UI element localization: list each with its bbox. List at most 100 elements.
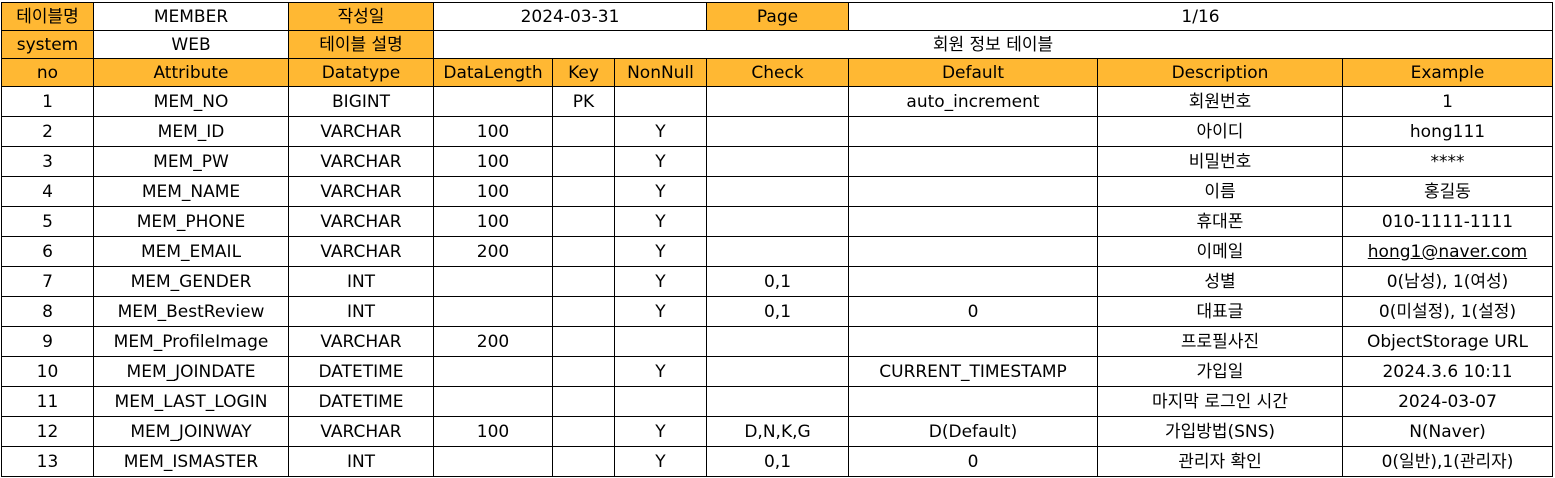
cell-check[interactable] <box>706 176 849 207</box>
cell-example[interactable]: 0(남성), 1(여성) <box>1342 266 1553 297</box>
cell-no[interactable]: 9 <box>1 326 94 357</box>
cell-datatype[interactable]: VARCHAR <box>288 236 434 267</box>
cell-example[interactable]: hong1@naver.com <box>1342 236 1553 267</box>
cell-attribute[interactable]: MEM_JOINDATE <box>93 356 289 387</box>
cell-nonnull[interactable]: Y <box>614 116 707 147</box>
cell-default[interactable]: 0 <box>848 296 1098 327</box>
table-desc-value[interactable]: 회원 정보 테이블 <box>433 30 1553 59</box>
page-value[interactable]: 1/16 <box>848 2 1553 31</box>
cell-datalength[interactable]: 100 <box>433 416 553 447</box>
cell-datatype[interactable]: VARCHAR <box>288 326 434 357</box>
cell-example[interactable]: 1 <box>1342 86 1553 117</box>
cell-nonnull[interactable]: Y <box>614 236 707 267</box>
cell-example[interactable]: 0(미설정), 1(설정) <box>1342 296 1553 327</box>
cell-check[interactable] <box>706 206 849 237</box>
cell-key[interactable] <box>552 176 615 207</box>
table-name-label[interactable]: 테이블명 <box>1 2 94 31</box>
cell-check[interactable] <box>706 356 849 387</box>
cell-datatype[interactable]: VARCHAR <box>288 146 434 177</box>
cell-attribute[interactable]: MEM_BestReview <box>93 296 289 327</box>
cell-description[interactable]: 휴대폰 <box>1097 206 1343 237</box>
cell-no[interactable]: 4 <box>1 176 94 207</box>
cell-description[interactable]: 이름 <box>1097 176 1343 207</box>
cell-no[interactable]: 13 <box>1 446 94 477</box>
cell-no[interactable]: 3 <box>1 146 94 177</box>
cell-datalength[interactable]: 200 <box>433 236 553 267</box>
cell-attribute[interactable]: MEM_NO <box>93 86 289 117</box>
cell-datatype[interactable]: INT <box>288 266 434 297</box>
cell-default[interactable]: CURRENT_TIMESTAMP <box>848 356 1098 387</box>
cell-description[interactable]: 대표글 <box>1097 296 1343 327</box>
cell-default[interactable] <box>848 206 1098 237</box>
cell-attribute[interactable]: MEM_GENDER <box>93 266 289 297</box>
cell-attribute[interactable]: MEM_LAST_LOGIN <box>93 386 289 417</box>
page-label[interactable]: Page <box>706 2 849 31</box>
cell-description[interactable]: 프로필사진 <box>1097 326 1343 357</box>
cell-default[interactable] <box>848 146 1098 177</box>
cell-key[interactable] <box>552 146 615 177</box>
cell-no[interactable]: 11 <box>1 386 94 417</box>
cell-key[interactable] <box>552 446 615 477</box>
created-value[interactable]: 2024-03-31 <box>433 2 707 31</box>
cell-nonnull[interactable]: Y <box>614 206 707 237</box>
cell-no[interactable]: 1 <box>1 86 94 117</box>
col-header-example[interactable]: Example <box>1342 58 1553 87</box>
col-header-check[interactable]: Check <box>706 58 849 87</box>
cell-datalength[interactable] <box>433 386 553 417</box>
cell-attribute[interactable]: MEM_NAME <box>93 176 289 207</box>
cell-attribute[interactable]: MEM_ID <box>93 116 289 147</box>
cell-datatype[interactable]: VARCHAR <box>288 416 434 447</box>
cell-nonnull[interactable]: Y <box>614 176 707 207</box>
cell-example[interactable]: 2024-03-07 <box>1342 386 1553 417</box>
col-header-datalength[interactable]: DataLength <box>433 58 553 87</box>
cell-datalength[interactable]: 100 <box>433 146 553 177</box>
cell-datalength[interactable]: 200 <box>433 326 553 357</box>
cell-example[interactable]: hong111 <box>1342 116 1553 147</box>
cell-description[interactable]: 가입방법(SNS) <box>1097 416 1343 447</box>
cell-datatype[interactable]: VARCHAR <box>288 206 434 237</box>
cell-check[interactable]: 0,1 <box>706 446 849 477</box>
cell-datatype[interactable]: DATETIME <box>288 356 434 387</box>
cell-attribute[interactable]: MEM_ProfileImage <box>93 326 289 357</box>
cell-description[interactable]: 관리자 확인 <box>1097 446 1343 477</box>
cell-default[interactable] <box>848 116 1098 147</box>
cell-nonnull[interactable]: Y <box>614 356 707 387</box>
cell-datalength[interactable]: 100 <box>433 176 553 207</box>
cell-attribute[interactable]: MEM_ISMASTER <box>93 446 289 477</box>
cell-check[interactable] <box>706 146 849 177</box>
cell-attribute[interactable]: MEM_EMAIL <box>93 236 289 267</box>
cell-example[interactable]: 홍길동 <box>1342 176 1553 207</box>
cell-nonnull[interactable]: Y <box>614 266 707 297</box>
cell-nonnull[interactable] <box>614 386 707 417</box>
cell-key[interactable] <box>552 116 615 147</box>
cell-check[interactable] <box>706 86 849 117</box>
cell-check[interactable] <box>706 326 849 357</box>
cell-example[interactable]: **** <box>1342 146 1553 177</box>
col-header-no[interactable]: no <box>1 58 94 87</box>
cell-check[interactable] <box>706 116 849 147</box>
cell-attribute[interactable]: MEM_PW <box>93 146 289 177</box>
cell-check[interactable]: D,N,K,G <box>706 416 849 447</box>
col-header-datatype[interactable]: Datatype <box>288 58 434 87</box>
cell-datalength[interactable] <box>433 356 553 387</box>
col-header-default[interactable]: Default <box>848 58 1098 87</box>
system-label[interactable]: system <box>1 30 94 59</box>
cell-key[interactable] <box>552 356 615 387</box>
cell-no[interactable]: 5 <box>1 206 94 237</box>
cell-key[interactable] <box>552 266 615 297</box>
cell-nonnull[interactable]: Y <box>614 296 707 327</box>
cell-default[interactable]: D(Default) <box>848 416 1098 447</box>
cell-default[interactable] <box>848 236 1098 267</box>
cell-description[interactable]: 아이디 <box>1097 116 1343 147</box>
table-desc-label[interactable]: 테이블 설명 <box>288 30 434 59</box>
cell-datatype[interactable]: DATETIME <box>288 386 434 417</box>
cell-no[interactable]: 6 <box>1 236 94 267</box>
cell-key[interactable] <box>552 326 615 357</box>
col-header-key[interactable]: Key <box>552 58 615 87</box>
cell-description[interactable]: 가입일 <box>1097 356 1343 387</box>
cell-datatype[interactable]: VARCHAR <box>288 116 434 147</box>
cell-check[interactable] <box>706 236 849 267</box>
cell-datalength[interactable] <box>433 86 553 117</box>
cell-nonnull[interactable]: Y <box>614 416 707 447</box>
cell-datatype[interactable]: INT <box>288 446 434 477</box>
